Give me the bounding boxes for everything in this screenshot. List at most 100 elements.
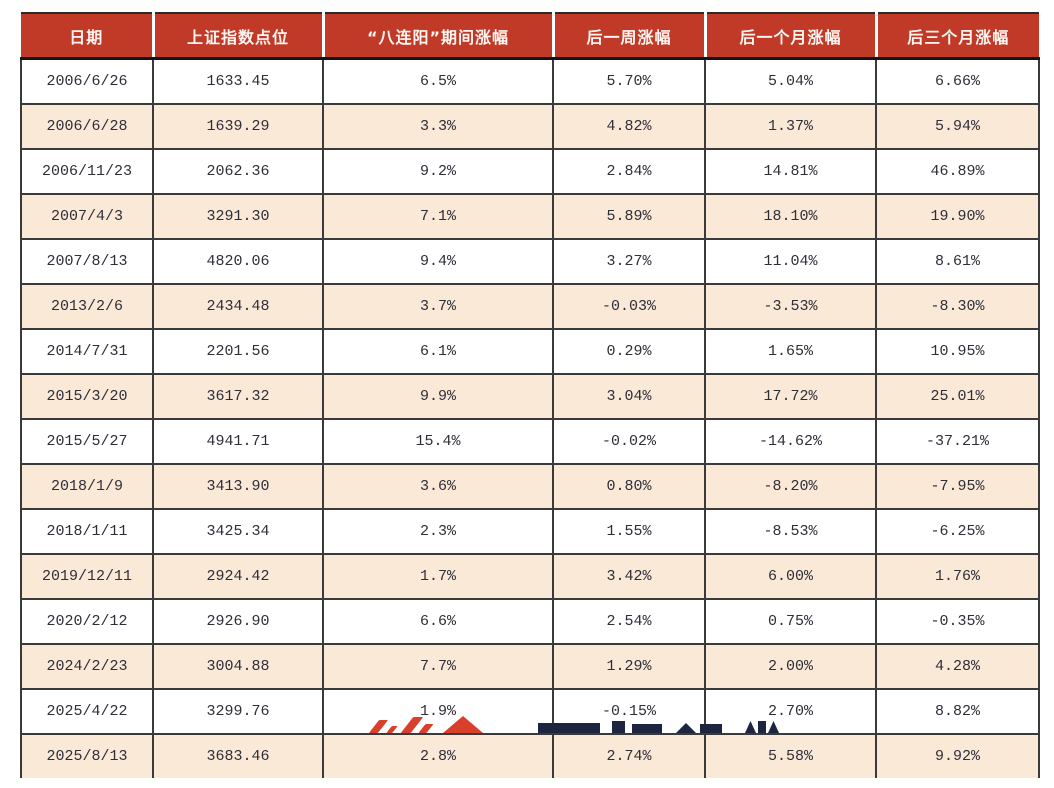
table-row: 2013/2/6 2434.48 3.7% -0.03% -3.53% -8.30% xyxy=(20,283,1040,330)
table-cell: 3.7% xyxy=(322,283,554,330)
table-cell: 5.04% xyxy=(704,57,877,105)
table-body: 2006/6/26 1633.45 6.5% 5.70% 5.04% 6.66% 2006/… xyxy=(20,57,1040,778)
table-cell: 1.37% xyxy=(704,103,877,150)
table-cell: 7.1% xyxy=(322,193,554,240)
table-cell: 4.82% xyxy=(552,103,706,150)
table-cell: 3617.32 xyxy=(152,373,324,420)
table-cell: 4820.06 xyxy=(152,238,324,285)
column-header-1: 上证指数点位 xyxy=(151,12,323,60)
table-cell: 2.8% xyxy=(322,733,554,778)
table-cell: 3683.46 xyxy=(152,733,324,778)
table-cell: 5.70% xyxy=(552,57,706,105)
table-cell: 2025/8/13 xyxy=(20,733,154,778)
column-header-4: 后一个月涨幅 xyxy=(703,12,876,60)
table-cell: 17.72% xyxy=(704,373,877,420)
table-cell: 2.84% xyxy=(552,148,706,195)
table-cell: 2.3% xyxy=(322,508,554,555)
table-cell: 1.55% xyxy=(552,508,706,555)
table-cell: 2025/4/22 xyxy=(20,688,154,735)
table-cell: 3291.30 xyxy=(152,193,324,240)
table-cell: 11.04% xyxy=(704,238,877,285)
table-row: 2015/3/20 3617.32 9.9% 3.04% 17.72% 25.01% xyxy=(20,373,1040,420)
table-cell: 1.9% xyxy=(322,688,554,735)
table-cell: -14.62% xyxy=(704,418,877,465)
table-cell: 1.65% xyxy=(704,328,877,375)
table-cell: 2015/3/20 xyxy=(20,373,154,420)
table-cell: -0.03% xyxy=(552,283,706,330)
table-cell: 6.00% xyxy=(704,553,877,600)
column-header-5: 后三个月涨幅 xyxy=(874,12,1039,60)
table-cell: 1.76% xyxy=(875,553,1040,600)
table-cell: 4941.71 xyxy=(152,418,324,465)
table-cell: -8.20% xyxy=(704,463,877,510)
table-cell: 3.6% xyxy=(322,463,554,510)
table-cell: 2062.36 xyxy=(152,148,324,195)
table-cell: 1.29% xyxy=(552,643,706,690)
table-row: 2014/7/31 2201.56 6.1% 0.29% 1.65% 10.95% xyxy=(20,328,1040,375)
table-cell: 2018/1/9 xyxy=(20,463,154,510)
table-cell: 2.74% xyxy=(552,733,706,778)
table-cell: 5.58% xyxy=(704,733,877,778)
table-cell: 2007/4/3 xyxy=(20,193,154,240)
table-header: 日期 上证指数点位 “八连阳”期间涨幅 后一周涨幅 后一个月涨幅 后三个月涨幅 xyxy=(21,12,1039,60)
table-row: 2020/2/12 2926.90 6.6% 2.54% 0.75% -0.35% xyxy=(20,598,1040,645)
table-row: 2006/6/26 1633.45 6.5% 5.70% 5.04% 6.66% xyxy=(20,57,1040,105)
table-cell: 4.28% xyxy=(875,643,1040,690)
table-row: 2006/11/23 2062.36 9.2% 2.84% 14.81% 46.89% xyxy=(20,148,1040,195)
column-header-2: “八连阳”期间涨幅 xyxy=(321,12,553,60)
table-cell: 9.2% xyxy=(322,148,554,195)
table-cell: 2019/12/11 xyxy=(20,553,154,600)
table-row: 2006/6/28 1639.29 3.3% 4.82% 1.37% 5.94% xyxy=(20,103,1040,150)
table-row: 2019/12/11 2924.42 1.7% 3.42% 6.00% 1.76% xyxy=(20,553,1040,600)
table-cell: 2020/2/12 xyxy=(20,598,154,645)
table-cell: 5.89% xyxy=(552,193,706,240)
table-cell: 2007/8/13 xyxy=(20,238,154,285)
table-cell: 10.95% xyxy=(875,328,1040,375)
table-cell: 2015/5/27 xyxy=(20,418,154,465)
table-cell: -8.53% xyxy=(704,508,877,555)
table-cell: 6.1% xyxy=(322,328,554,375)
table-cell: 6.66% xyxy=(875,57,1040,105)
table-cell: 25.01% xyxy=(875,373,1040,420)
table-row: 2018/1/11 3425.34 2.3% 1.55% -8.53% -6.25% xyxy=(20,508,1040,555)
table-cell: -37.21% xyxy=(875,418,1040,465)
table-cell: 2.00% xyxy=(704,643,877,690)
table-cell: 2.54% xyxy=(552,598,706,645)
table-cell: 18.10% xyxy=(704,193,877,240)
table-cell: 2006/6/28 xyxy=(20,103,154,150)
table-cell: 6.6% xyxy=(322,598,554,645)
table-row: 2015/5/27 4941.71 15.4% -0.02% -14.62% -37.21… xyxy=(20,418,1040,465)
table-cell: 9.92% xyxy=(875,733,1040,778)
table-row: 2024/2/23 3004.88 7.7% 1.29% 2.00% 4.28% xyxy=(20,643,1040,690)
table-cell: 3425.34 xyxy=(152,508,324,555)
table-cell: -8.30% xyxy=(875,283,1040,330)
table-cell: -3.53% xyxy=(704,283,877,330)
table-cell: 1639.29 xyxy=(152,103,324,150)
table-cell: -0.15% xyxy=(552,688,706,735)
table-cell: -0.35% xyxy=(875,598,1040,645)
column-header-3: 后一周涨幅 xyxy=(551,12,705,60)
table-cell: 9.9% xyxy=(322,373,554,420)
table-cell: 2013/2/6 xyxy=(20,283,154,330)
table-cell: 2006/6/26 xyxy=(20,57,154,105)
table-cell: 3413.90 xyxy=(152,463,324,510)
table-cell: 14.81% xyxy=(704,148,877,195)
table-cell: 0.29% xyxy=(552,328,706,375)
table-cell: 8.82% xyxy=(875,688,1040,735)
table-cell: 0.75% xyxy=(704,598,877,645)
table-cell: 19.90% xyxy=(875,193,1040,240)
eight-gains-table: 日期 上证指数点位 “八连阳”期间涨幅 后一周涨幅 后一个月涨幅 后三个月涨幅 2006/… xyxy=(20,12,1040,778)
table-cell: 2924.42 xyxy=(152,553,324,600)
table-cell: 3.27% xyxy=(552,238,706,285)
table-cell: 0.80% xyxy=(552,463,706,510)
column-header-0: 日期 xyxy=(21,12,153,60)
table-cell: 2926.90 xyxy=(152,598,324,645)
table-cell: 1633.45 xyxy=(152,57,324,105)
table-cell: 2024/2/23 xyxy=(20,643,154,690)
table-cell: 3.42% xyxy=(552,553,706,600)
table-row: 2007/4/3 3291.30 7.1% 5.89% 18.10% 19.90% xyxy=(20,193,1040,240)
table-row: 2025/8/13 3683.46 2.8% 2.74% 5.58% 9.92% xyxy=(20,733,1040,778)
table-cell: -6.25% xyxy=(875,508,1040,555)
table-row: 2007/8/13 4820.06 9.4% 3.27% 11.04% 8.61% xyxy=(20,238,1040,285)
